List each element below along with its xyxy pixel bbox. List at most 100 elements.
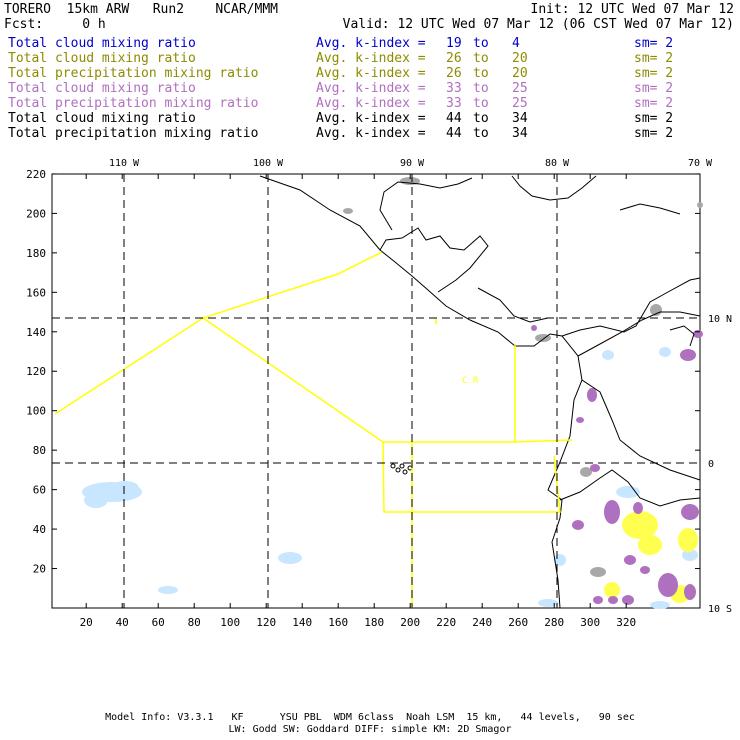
precip-patch [572,520,584,530]
x-tick-label: 240 [472,616,492,629]
legend-smoothing: sm= 2 [634,36,674,51]
legend-kindex-end: 20 [512,51,528,66]
precip-patch [604,500,620,524]
coastline [559,469,701,507]
longitude-label: 110 W [109,158,140,169]
legend-to: to [473,96,489,111]
cloud-patch [650,601,670,609]
legend-kindex-label: Avg. k-index = [316,96,426,111]
precip-patch [678,528,698,552]
gray-patch [650,304,662,316]
region-boundary [202,317,561,513]
coastline [379,177,473,231]
coastline [561,277,701,337]
legend-field: Total precipitation mixing ratio [8,126,259,141]
x-tick-label: 280 [544,616,564,629]
cloud-patch [158,586,178,594]
longitude-label: 100 W [253,158,284,169]
header-line-1: TORERO 15km ARW Run2 NCAR/MMM [4,2,278,17]
x-tick-label: 220 [436,616,456,629]
legend-field: Total cloud mixing ratio [8,36,196,51]
legend-kindex-start: 26 [446,66,462,81]
cloud-patch [111,481,139,495]
x-tick-label: 200 [400,616,420,629]
coastline [379,227,489,293]
init-time: Init: 12 UTC Wed 07 Mar 12 [530,2,735,17]
gray-patch [343,208,353,214]
latitude-label: 0 [708,459,714,470]
cloud-patch [616,486,640,498]
legend-smoothing: sm= 2 [634,96,674,111]
y-tick-label: 80 [33,444,46,457]
plot-frame [51,173,701,609]
y-tick-label: 200 [26,207,46,220]
cloud-patch [682,549,698,561]
precip-patch [608,596,618,604]
coastline [477,287,549,323]
legend-kindex-start: 44 [446,126,462,141]
y-tick-label: 100 [26,405,46,418]
legend-field: Total precipitation mixing ratio [8,96,259,111]
legend-to: to [473,36,489,51]
x-tick-label: 260 [508,616,528,629]
legend-to: to [473,126,489,141]
legend-kindex-start: 19 [446,36,462,51]
legend-kindex-start: 33 [446,81,462,96]
island [395,467,401,473]
cloud-patch [84,492,108,508]
organization: NCAR/MMM [215,2,278,17]
legend-kindex-start: 44 [446,111,462,126]
precip-patch [590,464,600,472]
x-tick-label: 320 [616,616,636,629]
legend-kindex-start: 26 [446,51,462,66]
island [390,463,396,469]
precip-patch [604,582,620,598]
coastline [669,325,695,347]
longitude-label: 70 W [688,158,713,169]
region-boundary [54,251,383,415]
legend-kindex-label: Avg. k-index = [316,126,426,141]
precip-patch [633,502,643,514]
legend-kindex-end: 34 [512,126,528,141]
valid-time: Valid: 12 UTC Wed 07 Mar 12 (06 CST Wed … [342,17,734,32]
precip-patch [622,511,658,539]
legend-to: to [473,66,489,81]
y-tick-label: 60 [33,484,46,497]
x-tick-label: 160 [328,616,348,629]
legend-kindex-label: Avg. k-index = [316,66,426,81]
gray-patch [580,467,592,477]
coastline [577,311,701,357]
precip-patch [531,325,537,331]
legend-smoothing: sm= 2 [634,81,674,96]
legend-kindex-label: Avg. k-index = [316,36,426,51]
region-label: C R [462,376,479,386]
precip-patch [658,573,678,597]
legend-kindex-label: Avg. k-index = [316,51,426,66]
coastline [259,175,583,609]
gray-patch [697,202,703,208]
legend-kindex-end: 25 [512,81,528,96]
legend-to: to [473,111,489,126]
legend-smoothing: sm= 2 [634,66,674,81]
legend-field: Total cloud mixing ratio [8,81,196,96]
precip-patch [624,555,636,565]
legend-kindex-end: 25 [512,96,528,111]
island [402,469,408,475]
y-tick-label: 220 [26,168,46,181]
forecast-hour: 0 h [82,17,106,32]
longitude-label: 90 W [400,158,425,169]
coastline [581,379,701,481]
cloud-patch [659,347,671,357]
longitude-label: 80 W [545,158,570,169]
y-tick-label: 40 [33,523,46,536]
x-tick-label: 300 [580,616,600,629]
legend-to: to [473,81,489,96]
forecast-label: Fcst: [4,17,44,32]
legend-field: Total precipitation mixing ratio [8,66,259,81]
y-tick-label: 140 [26,326,46,339]
model-info-line: Model Info: V3.3.1 KF YSU PBL WDM 6class… [105,712,635,723]
gray-patch [590,567,606,577]
x-tick-label: 20 [80,616,93,629]
model-name: TORERO [4,2,51,17]
